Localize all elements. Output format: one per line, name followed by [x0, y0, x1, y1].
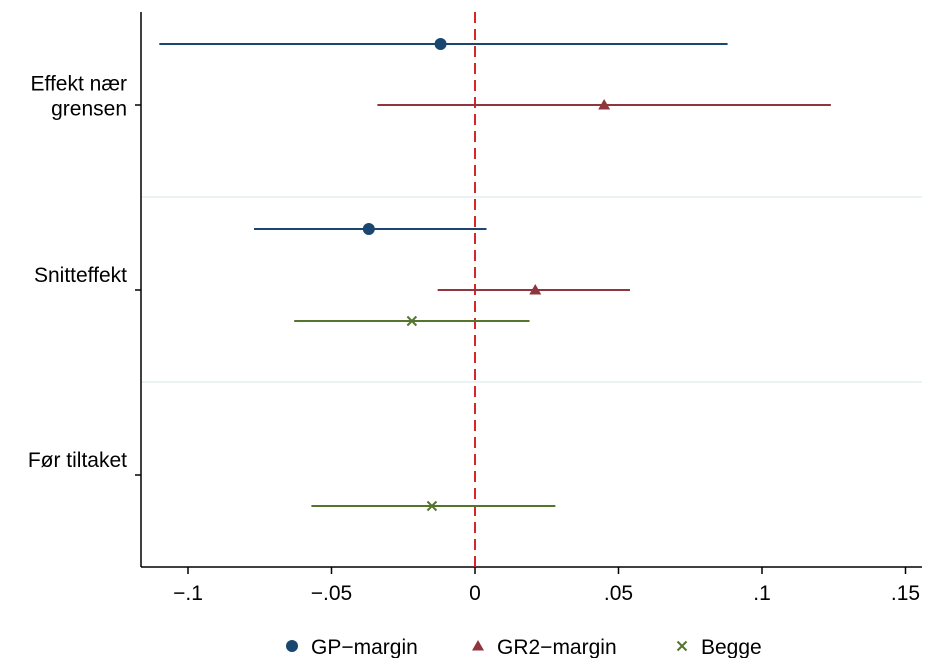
legend-label: GP−margin	[311, 636, 418, 658]
point-marker-x-stroke	[676, 640, 688, 652]
y-tick-label: grensen	[51, 98, 127, 121]
point-marker-x	[406, 315, 418, 327]
point-marker-x	[426, 500, 438, 512]
legend-item: GP−margin	[286, 636, 418, 658]
y-tick-label: Før tiltaket	[28, 449, 127, 472]
x-tick-label: .15	[891, 582, 920, 605]
point-marker-x	[676, 640, 688, 652]
legend-item: GR2−margin	[472, 636, 617, 658]
y-tick-label: Snitteffekt	[34, 264, 127, 287]
point-marker-triangle	[529, 284, 542, 295]
legend-label: Begge	[701, 636, 762, 658]
x-tick-label: −.05	[311, 582, 352, 605]
point-marker-triangle	[598, 99, 611, 110]
legend-item: Begge	[676, 636, 762, 658]
x-tick-label: 0	[469, 582, 481, 605]
x-tick-label: .05	[604, 582, 633, 605]
y-tick-label: Effekt nær	[31, 73, 128, 96]
legend: GP−margin GR2−margin Begge	[286, 636, 762, 658]
point-marker-circle	[434, 38, 447, 50]
x-tick-label: .1	[753, 582, 771, 605]
point-marker-x-stroke	[426, 500, 438, 512]
legend-label: GR2−margin	[497, 636, 617, 658]
group-separators	[141, 196, 922, 383]
point-marker-triangle	[472, 640, 484, 651]
data-marks	[159, 38, 831, 512]
point-marker-circle	[286, 640, 298, 652]
x-tick-label: −.1	[173, 582, 203, 605]
point-marker-x-stroke	[406, 315, 418, 327]
point-marker-circle	[362, 223, 375, 235]
